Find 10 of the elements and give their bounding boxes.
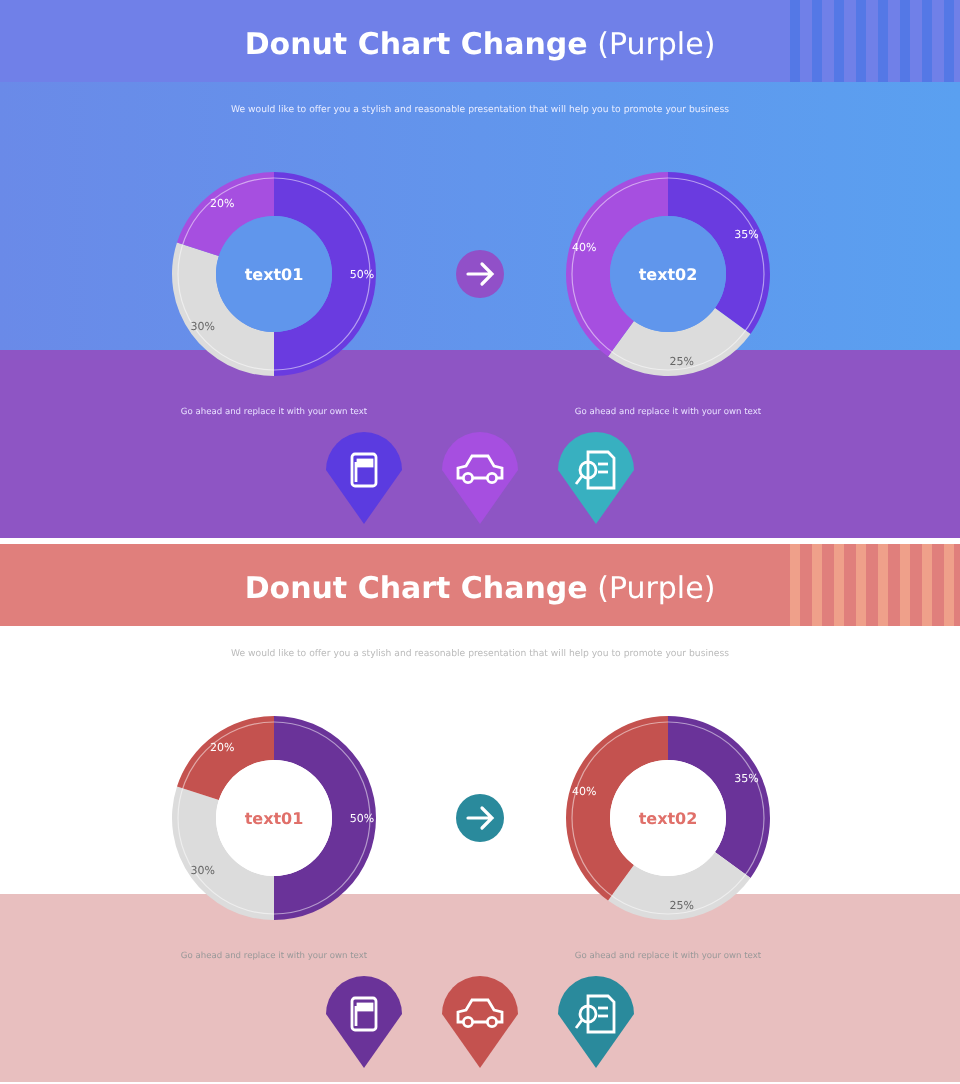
- text: text01: [244, 266, 305, 284]
- text: text02: [638, 810, 698, 828]
- text: Donut Chart Change (Purple): [244, 26, 716, 62]
- text: text02: [638, 266, 698, 284]
- text: Donut Chart Change (Purple): [244, 570, 716, 606]
- donut-slice: [176, 716, 274, 801]
- donut-slice: [608, 852, 751, 920]
- donut-slice: [176, 172, 274, 257]
- text: text01: [244, 810, 305, 828]
- donut-slice: [608, 308, 751, 376]
